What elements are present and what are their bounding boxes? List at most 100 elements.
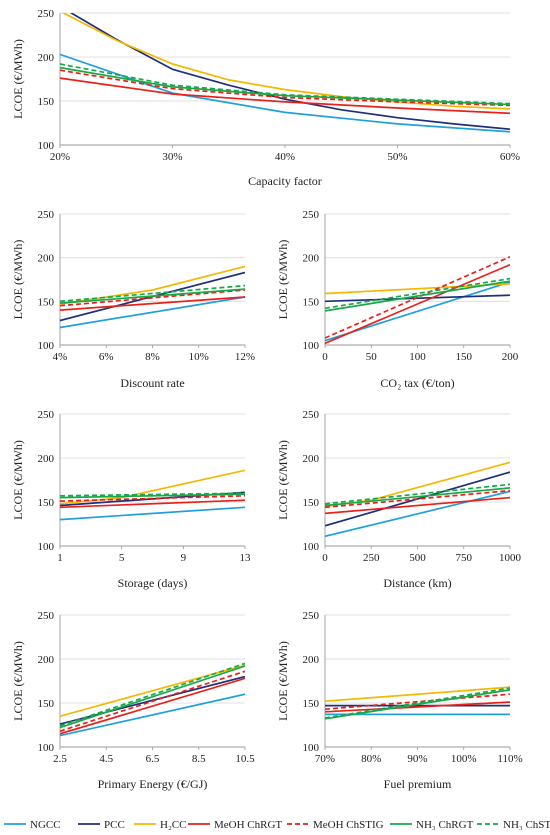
- y-tick-label: 150: [303, 698, 320, 710]
- series-line-meoh-chrgt: [60, 296, 245, 311]
- legend-label: MeOH ChSTIG: [313, 819, 384, 831]
- legend-label: MeOH ChRGT: [214, 819, 282, 831]
- y-tick-label: 200: [38, 52, 55, 64]
- chart-panel-4: 100 150 200 250 1 5 9 13 LCOE (€/MWh) Storage (da…: [11, 409, 251, 590]
- series-line-meoh-chstig: [325, 256, 510, 339]
- series-group: [60, 265, 245, 329]
- y-tick-label: 250: [38, 209, 55, 221]
- y-tick-label: 200: [38, 453, 55, 465]
- series-line-nh-chrgt: [60, 493, 245, 499]
- x-tick-label: 4%: [53, 351, 68, 363]
- series-line-nh-chstig: [325, 277, 510, 310]
- y-tick-label: 250: [38, 610, 55, 622]
- series-line-ngcc: [60, 693, 245, 737]
- x-tick-label: 70%: [315, 753, 335, 765]
- y-axis-title: LCOE (€/MWh): [11, 240, 25, 320]
- series-line-nh-chstig: [60, 662, 245, 727]
- x-axis-title: Primary Energy (€/GJ): [98, 777, 208, 791]
- series-line-nh-chstig: [60, 63, 510, 105]
- x-tick-label: 8%: [145, 351, 160, 363]
- x-tick-label: 750: [456, 552, 473, 564]
- series-line-meoh-chstig: [325, 489, 510, 509]
- series-line-h-cc: [61, 13, 510, 110]
- series-line-nh-chstig: [60, 284, 245, 303]
- y-tick-label: 150: [38, 296, 55, 308]
- y-tick-label: 100: [38, 541, 55, 553]
- y-axis-title: LCOE (€/MWh): [276, 641, 290, 721]
- series-line-meoh-chstig: [60, 494, 245, 502]
- x-axis-title: Discount rate: [120, 376, 184, 390]
- series-line-meoh-chrgt: [60, 77, 510, 115]
- x-tick-label: 110%: [497, 753, 522, 765]
- series-line-pcc: [70, 13, 510, 131]
- y-tick-label: 150: [38, 698, 55, 710]
- x-tick-label: 1000: [499, 552, 522, 564]
- y-tick-label: 150: [38, 497, 55, 509]
- chart-panel-1: 100 150 200 250 20% 30% 40% 50% 60% LCOE (€/MWh) C…: [11, 8, 520, 188]
- series-line-meoh-chrgt: [60, 677, 245, 735]
- series-line-h-cc: [325, 686, 510, 703]
- y-axis-title: LCOE (€/MWh): [11, 440, 25, 520]
- x-axis-title: CO₂ tax (€/ton): [380, 376, 454, 390]
- series-line-meoh-chstig: [60, 289, 245, 307]
- chart-panel-7: 100 150 200 250 70% 80% 90% 100% 110% LCOE (€/MWh…: [276, 610, 523, 791]
- series-line-nh-chstig: [60, 492, 245, 497]
- x-tick-label: 6%: [99, 351, 114, 363]
- chart-panel-6: 100 150 200 250 2.5 4.5 6.5 8.5 10.5 LCOE (€/MWh)…: [11, 610, 255, 791]
- x-tick-label: 5: [119, 552, 125, 564]
- legend: NGCC PCC H₂CC MeOH ChRGT MeOH ChSTIG NH₃ ChRG…: [4, 819, 550, 831]
- x-axis-title: Distance (km): [383, 576, 451, 590]
- x-tick-label: 9: [181, 552, 187, 564]
- chart-panel-2: 100 150 200 250 4% 6% 8% 10% 12% LCOE (€/MWh) Disc…: [11, 209, 255, 390]
- x-tick-label: 90%: [407, 753, 427, 765]
- series-line-h-cc: [60, 664, 245, 718]
- x-tick-label: 12%: [235, 351, 255, 363]
- x-tick-label: 50%: [387, 151, 407, 163]
- legend-label: H₂CC: [160, 819, 186, 831]
- y-tick-label: 250: [303, 409, 320, 421]
- x-tick-label: 2.5: [53, 753, 67, 765]
- series-line-meoh-chstig: [60, 670, 245, 733]
- series-line-meoh-chrgt: [325, 263, 510, 345]
- series-line-h-cc: [60, 265, 245, 305]
- x-tick-label: 10.5: [235, 753, 255, 765]
- y-tick-label: 100: [38, 140, 55, 152]
- y-tick-label: 250: [38, 409, 55, 421]
- x-axis-title: Storage (days): [118, 576, 188, 590]
- series-group: [60, 13, 510, 133]
- series-line-ngcc: [60, 53, 510, 133]
- y-tick-label: 200: [38, 253, 55, 265]
- y-tick-label: 100: [38, 742, 55, 754]
- series-line-h-cc: [60, 469, 245, 505]
- x-tick-label: 100%: [451, 753, 477, 765]
- series-line-nh-chrgt: [325, 487, 510, 507]
- x-axis-title: Fuel premium: [384, 777, 452, 791]
- y-axis-title: LCOE (€/MWh): [11, 641, 25, 721]
- series-line-ngcc: [325, 490, 510, 538]
- y-tick-label: 200: [303, 453, 320, 465]
- y-tick-label: 200: [303, 253, 320, 265]
- x-tick-label: 6.5: [146, 753, 160, 765]
- x-tick-label: 1: [57, 552, 63, 564]
- series-group: [60, 469, 245, 521]
- y-tick-label: 100: [38, 340, 55, 352]
- x-tick-label: 8.5: [192, 753, 206, 765]
- x-tick-label: 500: [409, 552, 426, 564]
- legend-label: NH₃ ChRGT: [416, 819, 474, 831]
- series-line-meoh-chstig: [325, 693, 510, 711]
- series-group: [325, 686, 510, 720]
- y-tick-label: 200: [38, 654, 55, 666]
- series-line-nh-chrgt: [60, 288, 245, 304]
- y-tick-label: 100: [303, 541, 320, 553]
- series-line-nh-chstig: [325, 687, 510, 719]
- x-tick-label: 20%: [50, 151, 70, 163]
- series-line-meoh-chrgt: [60, 499, 245, 509]
- legend-label: PCC: [104, 819, 125, 831]
- chart-panel-5: 100 150 200 250 0 250 500 750 1000 LCOE (€/MWh) Di…: [276, 409, 522, 590]
- legend-label: NH₃ ChSTIG: [503, 819, 550, 831]
- x-tick-label: 100: [409, 351, 426, 363]
- x-tick-label: 250: [363, 552, 380, 564]
- x-tick-label: 50: [366, 351, 378, 363]
- y-tick-label: 250: [303, 209, 320, 221]
- series-line-nh-chrgt: [325, 688, 510, 720]
